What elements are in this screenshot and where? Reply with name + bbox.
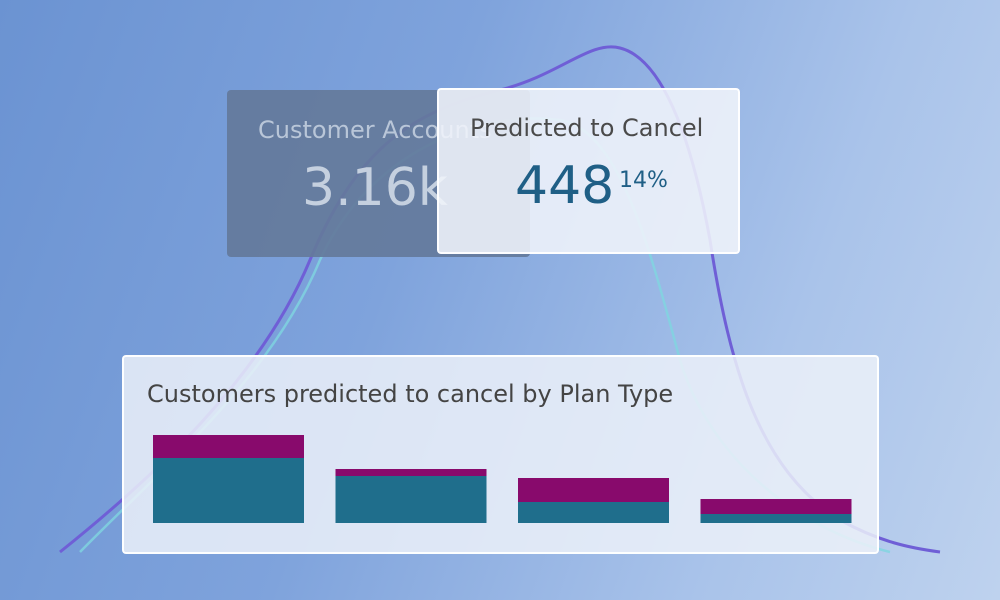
bar-segment <box>518 502 669 523</box>
bar-segment <box>153 435 304 458</box>
bar-segment <box>518 478 669 502</box>
kpi-card: Predicted to Cancel 448 14% <box>437 88 740 254</box>
chart-title: Customers predicted to cancel by Plan Ty… <box>147 380 674 408</box>
bar-segment <box>335 469 487 476</box>
card-title: Predicted to Cancel <box>470 114 704 142</box>
bar-segment <box>700 499 852 514</box>
bar-segment <box>153 458 304 523</box>
card-badge: 14% <box>619 168 668 193</box>
card-value: 448 <box>515 156 615 216</box>
card-value: 3.16k <box>302 158 448 218</box>
bar-segment <box>335 476 487 523</box>
bar-segment <box>700 514 852 523</box>
